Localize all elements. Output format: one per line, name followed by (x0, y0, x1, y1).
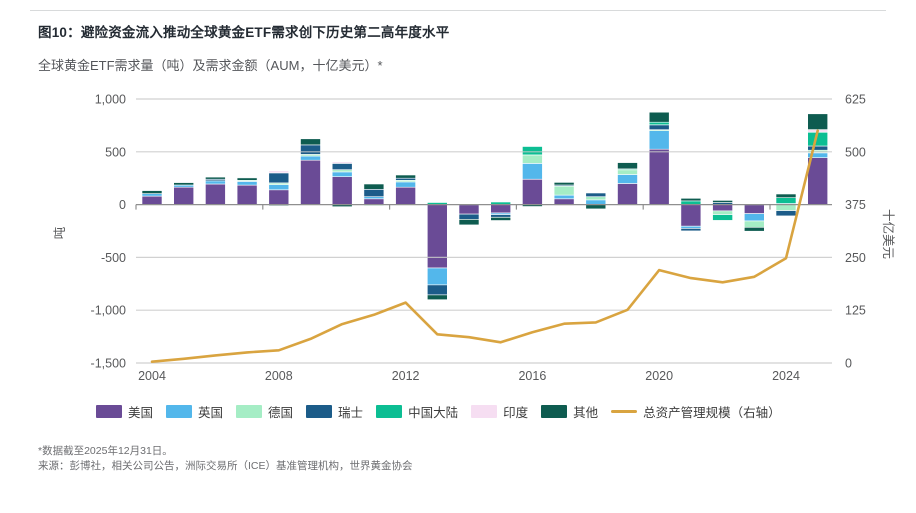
legend-swatch (376, 405, 403, 418)
x-axis-tick: 2008 (265, 369, 293, 383)
legend-label: 德国 (268, 406, 294, 420)
figure-title: 图10：避险资金流入推动全球黄金ETF需求创下历史第二高年度水平 (38, 25, 450, 40)
left-axis-title: 吨 (53, 226, 67, 239)
legend-item: 中国大陆 (376, 402, 458, 421)
legend-item: 瑞士 (306, 402, 363, 421)
legend-swatch (96, 405, 122, 418)
left-axis-tick: -1,500 (91, 357, 126, 371)
legend-line-swatch (611, 410, 638, 413)
left-axis-tick: 500 (105, 145, 126, 159)
legend-label: 瑞士 (338, 406, 364, 420)
gold-etf-demand-chart: 1,000 500 0 -500 -1,000 -1,500 625 500 375 250 125… (53, 93, 896, 384)
legend-label: 美国 (128, 406, 154, 420)
left-axis-tick: -500 (101, 251, 126, 265)
legend-item: 其他 (541, 402, 598, 421)
legend-swatch (166, 405, 193, 418)
legend-item-aum-line: 总资产管理规模（右轴） (611, 402, 781, 421)
x-axis-tick: 2004 (138, 369, 166, 383)
x-axis-tick: 2024 (772, 369, 800, 383)
legend-swatch (236, 405, 263, 418)
legend-item: 德国 (236, 402, 293, 421)
legend-item: 美国 (96, 402, 153, 421)
right-axis-tick: 125 (845, 304, 866, 318)
legend-label: 印度 (503, 406, 529, 420)
left-axis-tick: 0 (119, 198, 126, 212)
right-axis-tick: 500 (845, 145, 866, 159)
top-divider (30, 10, 886, 11)
legend-label: 其他 (573, 406, 599, 420)
legend-label: 英国 (198, 406, 224, 420)
x-axis-tick: 2020 (645, 369, 673, 383)
right-axis-tick: 375 (845, 198, 866, 212)
legend-swatch (306, 405, 333, 418)
legend-swatch (471, 405, 498, 418)
footnote-data-asof: *数据截至2025年12月31日。 (38, 445, 173, 457)
legend-item: 印度 (471, 402, 528, 421)
legend-item: 英国 (166, 402, 223, 421)
x-axis-tick: 2012 (392, 369, 420, 383)
right-axis-tick: 0 (845, 357, 852, 371)
right-axis-tick: 625 (845, 93, 866, 107)
legend-swatch (541, 405, 568, 418)
x-axis-tick: 2016 (518, 369, 546, 383)
figure-subtitle: 全球黄金ETF需求量（吨）及需求金额（AUM，十亿美元）* (38, 58, 383, 73)
right-axis-title: 十亿美元 (881, 209, 896, 259)
legend-label: 总资产管理规模（右轴） (643, 406, 781, 420)
legend-label: 中国大陆 (408, 406, 459, 420)
left-axis-tick: -1,000 (91, 304, 126, 318)
footnote-source: 来源：彭博社，相关公司公告，洲际交易所（ICE）基准管理机构，世界黄金协会 (38, 460, 413, 472)
footnotes: *数据截至2025年12月31日。 来源：彭博社，相关公司公告，洲际交易所（IC… (38, 444, 413, 474)
chart-legend: 美国 英国 德国 瑞士 中国大陆 印度 其他 总资产管理规模（右轴） (96, 402, 781, 421)
right-axis-tick: 250 (845, 251, 866, 265)
left-axis-tick: 1,000 (95, 93, 126, 107)
